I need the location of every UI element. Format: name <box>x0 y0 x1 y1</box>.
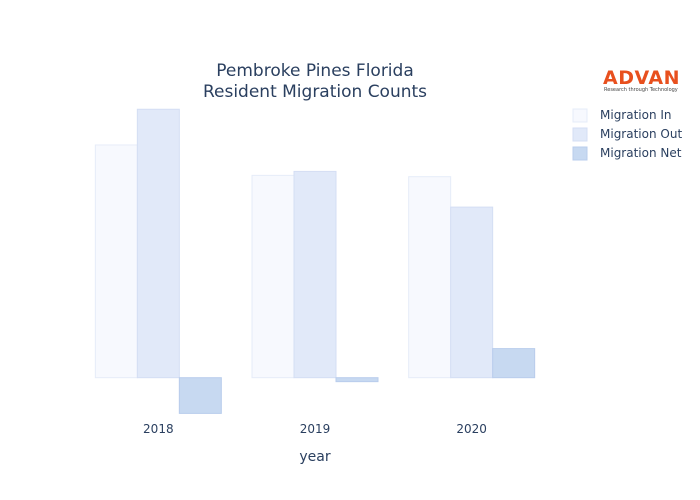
bar-migration-net-2019[interactable] <box>335 377 379 383</box>
legend-swatch <box>572 108 588 123</box>
logo-wordmark: ADVAN <box>603 67 680 89</box>
legend-item-migration-net[interactable]: Migration Net <box>572 146 682 161</box>
legend-swatch <box>572 127 588 142</box>
legend-swatch <box>572 146 588 161</box>
bars-group <box>94 108 536 414</box>
chart-title-line-2: Resident Migration Counts <box>203 82 427 102</box>
bar-migration-net-2018[interactable] <box>178 377 222 414</box>
bar-migration-out-2018[interactable] <box>136 108 180 379</box>
bar-migration-net-2020[interactable] <box>492 348 536 379</box>
legend-label: Migration Out <box>600 127 682 141</box>
legend[interactable]: Migration In Migration Out Migration Net <box>572 108 682 161</box>
legend-item-migration-in[interactable]: Migration In <box>572 108 672 123</box>
chart-title-line-1: Pembroke Pines Florida <box>216 61 414 81</box>
bar-migration-in-2018[interactable] <box>94 144 138 379</box>
x-tick-label-2019: 2019 <box>300 422 331 436</box>
legend-label: Migration Net <box>600 146 682 160</box>
logo-tagline: Research through Technology <box>604 87 678 93</box>
bar-migration-in-2019[interactable] <box>251 174 295 379</box>
bar-migration-in-2020[interactable] <box>408 176 452 379</box>
legend-item-migration-out[interactable]: Migration Out <box>572 127 682 142</box>
x-tick-labels: 2018 2019 2020 <box>143 422 487 436</box>
legend-label: Migration In <box>600 108 672 122</box>
x-tick-label-2018: 2018 <box>143 422 174 436</box>
advan-logo: ADVAN Research through Technology <box>603 67 680 93</box>
x-axis-title: year <box>299 449 330 465</box>
bar-migration-out-2020[interactable] <box>450 206 494 379</box>
bar-migration-out-2019[interactable] <box>293 170 337 379</box>
x-tick-label-2020: 2020 <box>456 422 487 436</box>
